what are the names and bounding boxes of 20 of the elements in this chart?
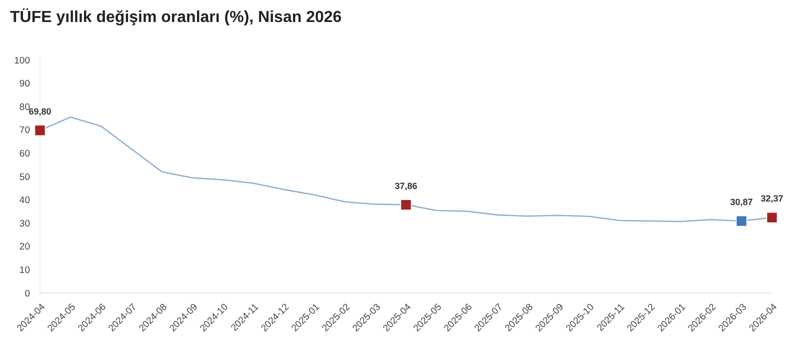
- y-tick-label: 0: [24, 288, 30, 300]
- point: [736, 215, 748, 227]
- point: [766, 212, 778, 224]
- data-label: 30,87: [730, 197, 753, 208]
- point: [400, 199, 412, 210]
- y-tick-label: 50: [19, 172, 30, 183]
- point: [34, 124, 46, 136]
- y-tick-label: 70: [19, 125, 30, 136]
- y-tick-label: 90: [19, 78, 30, 90]
- y-tick-label: 20: [19, 242, 30, 253]
- y-tick-label: 80: [19, 102, 30, 113]
- y-tick-label: 40: [19, 195, 30, 206]
- data-label: 37,86: [394, 180, 418, 191]
- data-label: 69,80: [28, 106, 52, 116]
- y-tick-label: 60: [19, 148, 30, 160]
- chart-title: TÜFE yıllık değişim oranları (%), Nisan 2026: [10, 8, 342, 26]
- data-label: 32,37: [760, 194, 784, 204]
- y-tick-label: 10: [19, 265, 30, 276]
- y-tick-label: 30: [19, 218, 30, 230]
- y-tick-label: 100: [14, 55, 30, 66]
